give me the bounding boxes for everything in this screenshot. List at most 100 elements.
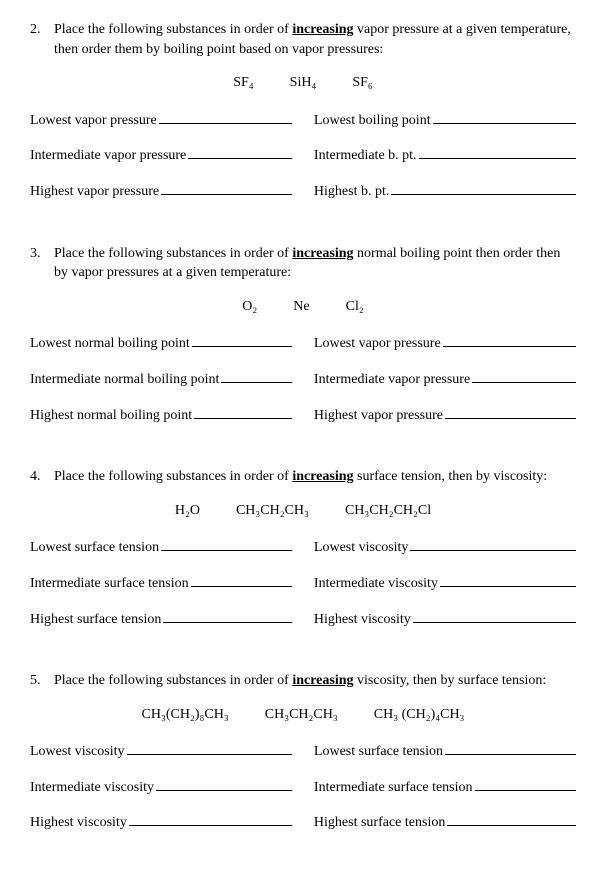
answer-column-right: Lowest vapor pressure Intermediate vapor …	[314, 332, 576, 439]
answer-columns: Lowest viscosity Intermediate viscosity Hi…	[30, 740, 576, 847]
answer-label: Highest surface tension	[314, 813, 445, 833]
answer-blank[interactable]	[191, 572, 292, 587]
answer-row: Highest viscosity	[30, 811, 292, 833]
answer-label: Highest viscosity	[314, 610, 411, 630]
answer-row: Lowest vapor pressure	[314, 332, 576, 354]
answer-label: Lowest viscosity	[314, 538, 409, 558]
question-header: 3.Place the following substances in orde…	[30, 244, 576, 283]
answer-row: Lowest viscosity	[314, 536, 576, 558]
question-text: Place the following substances in order …	[54, 467, 576, 487]
answer-blank[interactable]	[161, 536, 292, 551]
answer-column-left: Lowest normal boiling point Intermediate …	[30, 332, 292, 439]
substance: Cl₂	[346, 297, 364, 317]
prompt-bold: increasing	[292, 469, 353, 484]
answer-label: Lowest boiling point	[314, 111, 431, 131]
answer-blank[interactable]	[127, 740, 293, 755]
answer-row: Lowest surface tension	[314, 740, 576, 762]
prompt-bold: increasing	[292, 22, 353, 37]
answer-column-left: Lowest viscosity Intermediate viscosity Hi…	[30, 740, 292, 847]
answer-label: Lowest surface tension	[314, 742, 443, 762]
answer-blank[interactable]	[192, 332, 292, 347]
substance: SiH₄	[290, 73, 317, 93]
answer-row: Intermediate vapor pressure	[30, 144, 292, 166]
prompt-before: Place the following substances in order …	[54, 22, 292, 37]
answer-column-left: Lowest surface tensionIntermediate surfa…	[30, 536, 292, 643]
substance: CH₃(CH₂)₈CH₃	[142, 705, 229, 725]
answer-blank[interactable]	[447, 811, 576, 826]
answer-blank[interactable]	[156, 776, 292, 791]
answer-blank[interactable]	[419, 144, 576, 159]
prompt-bold: increasing	[292, 673, 353, 688]
answer-blank[interactable]	[440, 572, 576, 587]
answer-blank[interactable]	[221, 368, 292, 383]
substance: CH₃CH₂CH₃	[265, 705, 338, 725]
answer-blank[interactable]	[445, 404, 576, 419]
substance: CH₃ (CH₂)₄CH₃	[374, 705, 465, 725]
answer-blank[interactable]	[161, 180, 292, 195]
answer-label: Intermediate viscosity	[30, 778, 154, 798]
answer-row: Highest b. pt.	[314, 180, 576, 202]
question-header: 2.Place the following substances in orde…	[30, 20, 576, 59]
answer-label: Intermediate b. pt.	[314, 146, 417, 166]
answer-blank[interactable]	[391, 180, 576, 195]
question-header: 4.Place the following substances in orde…	[30, 467, 576, 487]
prompt-after: viscosity, then by surface tension:	[354, 673, 547, 688]
question-header: 5.Place the following substances in orde…	[30, 671, 576, 691]
answer-columns: Lowest normal boiling point Intermediate …	[30, 332, 576, 439]
question-number: 5.	[30, 671, 54, 691]
answer-row: Highest surface tension	[314, 811, 576, 833]
answer-label: Intermediate normal boiling point	[30, 370, 219, 390]
answer-blank[interactable]	[475, 776, 576, 791]
answer-row: Intermediate surface tension	[314, 776, 576, 798]
substance: O₂	[242, 297, 257, 317]
prompt-before: Place the following substances in order …	[54, 246, 292, 261]
question-text: Place the following substances in order …	[54, 20, 576, 59]
answer-row: Intermediate vapor pressure	[314, 368, 576, 390]
answer-row: Lowest normal boiling point	[30, 332, 292, 354]
substance: CH₃CH₂CH₂Cl	[345, 501, 431, 521]
answer-blank[interactable]	[194, 404, 292, 419]
question-number: 4.	[30, 467, 54, 487]
answer-row: Lowest viscosity	[30, 740, 292, 762]
answer-label: Highest viscosity	[30, 813, 127, 833]
answer-row: Highest surface tension	[30, 608, 292, 630]
answer-column-right: Lowest surface tension Intermediate surfa…	[314, 740, 576, 847]
answer-blank[interactable]	[445, 740, 576, 755]
prompt-bold: increasing	[292, 246, 353, 261]
answer-blank[interactable]	[413, 608, 576, 623]
answer-label: Highest normal boiling point	[30, 406, 192, 426]
answer-blank[interactable]	[163, 608, 292, 623]
answer-row: Highest normal boiling point	[30, 404, 292, 426]
substance: Ne	[293, 297, 309, 317]
answer-blank[interactable]	[433, 109, 576, 124]
answer-column-left: Lowest vapor pressure Intermediate vapor …	[30, 109, 292, 216]
answer-blank[interactable]	[410, 536, 576, 551]
answer-row: Highest vapor pressure	[30, 180, 292, 202]
answer-label: Lowest vapor pressure	[30, 111, 157, 131]
question: 3.Place the following substances in orde…	[30, 244, 576, 440]
answer-row: Lowest surface tension	[30, 536, 292, 558]
answer-row: Highest vapor pressure	[314, 404, 576, 426]
question: 2.Place the following substances in orde…	[30, 20, 576, 216]
prompt-after: surface tension, then by viscosity:	[354, 469, 548, 484]
answer-label: Highest vapor pressure	[30, 182, 159, 202]
answer-column-right: Lowest boiling point Intermediate b. pt. H…	[314, 109, 576, 216]
question-text: Place the following substances in order …	[54, 244, 576, 283]
answer-label: Lowest normal boiling point	[30, 334, 190, 354]
substances-row: O₂ Ne Cl₂	[30, 297, 576, 317]
answer-blank[interactable]	[443, 332, 576, 347]
answer-row: Lowest vapor pressure	[30, 109, 292, 131]
prompt-before: Place the following substances in order …	[54, 469, 292, 484]
substances-row: SF₄SiH₄SF₆	[30, 73, 576, 93]
answer-label: Intermediate viscosity	[314, 574, 438, 594]
substance: SF₆	[352, 73, 372, 93]
questions-container: 2.Place the following substances in orde…	[30, 20, 576, 847]
prompt-before: Place the following substances in order …	[54, 673, 292, 688]
answer-blank[interactable]	[188, 144, 292, 159]
answer-label: Intermediate vapor pressure	[30, 146, 186, 166]
answer-blank[interactable]	[129, 811, 292, 826]
answer-blank[interactable]	[472, 368, 576, 383]
answer-label: Highest vapor pressure	[314, 406, 443, 426]
answer-blank[interactable]	[159, 109, 292, 124]
answer-columns: Lowest vapor pressure Intermediate vapor …	[30, 109, 576, 216]
